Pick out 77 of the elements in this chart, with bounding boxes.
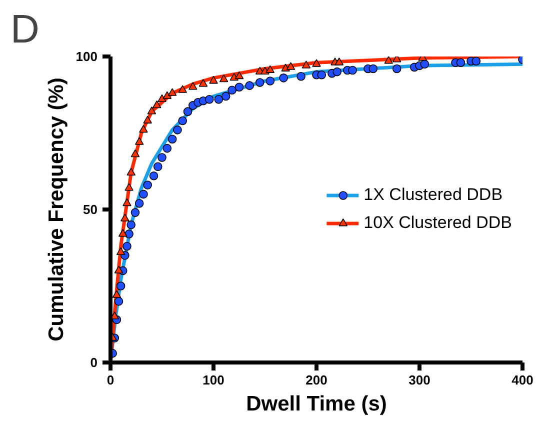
point (122, 242, 132, 251)
point (219, 74, 228, 82)
point (149, 171, 158, 180)
point (168, 88, 177, 96)
y-tick-label: 100 (76, 49, 98, 64)
point (209, 76, 218, 84)
point (124, 230, 134, 238)
point (384, 56, 393, 64)
point (126, 168, 136, 176)
x-tick-label: 0 (106, 372, 114, 388)
point (158, 153, 166, 162)
point (162, 91, 172, 99)
y-tick-label: 0 (90, 355, 98, 370)
point (122, 198, 132, 206)
point (245, 81, 254, 90)
point (204, 94, 214, 104)
point (134, 198, 144, 208)
point (420, 60, 430, 69)
point (368, 64, 378, 74)
point (124, 183, 134, 191)
x-tick-label: 300 (408, 372, 430, 388)
point (266, 76, 275, 86)
point (178, 116, 187, 126)
point (162, 144, 172, 153)
point (112, 290, 122, 298)
point (279, 74, 288, 82)
point (214, 94, 224, 104)
x-axis-title: Dwell Time (s) (246, 392, 387, 416)
point (392, 64, 402, 74)
point (332, 67, 342, 76)
point (472, 56, 481, 66)
legend-label: 10X Clustered DDB (364, 213, 512, 233)
point (116, 247, 126, 256)
point (188, 82, 198, 90)
point (116, 282, 126, 290)
point (296, 72, 306, 81)
point (139, 190, 148, 199)
point (234, 71, 244, 80)
point (234, 82, 244, 92)
point (317, 70, 326, 80)
y-tick-label: 50 (83, 202, 98, 217)
y-axis-title: Cumulative Frequency (%) (44, 78, 68, 342)
point (120, 214, 130, 222)
point (139, 124, 148, 133)
legend-label: 1X Clustered DDB (364, 185, 503, 205)
point (126, 220, 136, 230)
point (143, 180, 152, 190)
point (134, 137, 144, 145)
point (221, 92, 230, 101)
text: D (10, 8, 40, 52)
point (183, 107, 192, 116)
point (266, 65, 275, 73)
x-tick-label: 200 (306, 372, 328, 388)
point (456, 58, 466, 68)
point (130, 149, 140, 158)
point (255, 78, 264, 87)
x-tick-label: 100 (202, 372, 224, 388)
point (158, 94, 166, 102)
point (130, 208, 140, 217)
point (334, 58, 344, 66)
point (147, 106, 156, 114)
point (114, 266, 124, 274)
point (143, 116, 152, 124)
point (173, 126, 182, 134)
point (178, 85, 187, 93)
point (302, 60, 311, 68)
point (152, 100, 162, 108)
point (153, 162, 162, 172)
point (228, 86, 236, 95)
point (348, 66, 357, 75)
point (312, 59, 321, 67)
point (286, 62, 296, 70)
point (198, 79, 208, 87)
point (168, 134, 177, 144)
x-tick-label: 400 (512, 372, 534, 388)
point (118, 228, 128, 237)
point (114, 296, 124, 306)
